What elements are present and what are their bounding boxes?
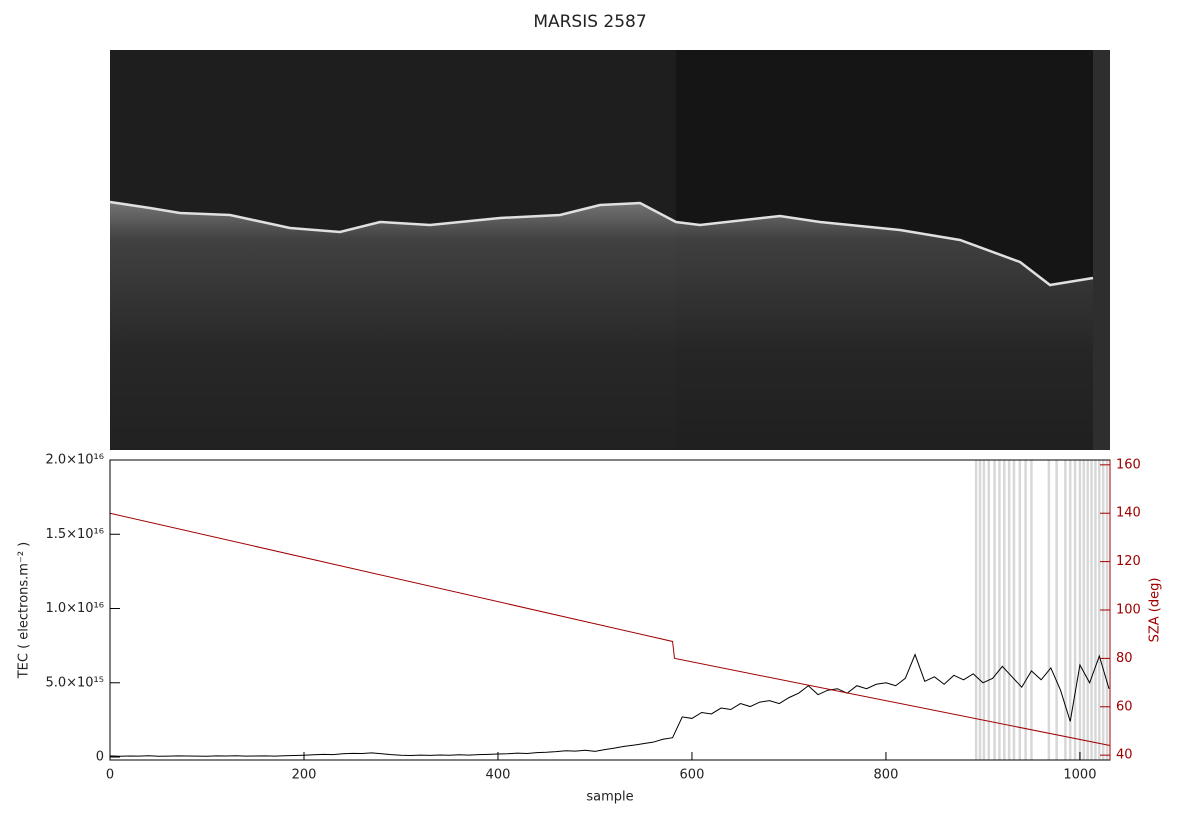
radargram-edge xyxy=(1093,50,1110,450)
radargram xyxy=(109,50,1110,450)
y2-tick-label: 100 xyxy=(1116,603,1141,618)
y2-tick-label: 120 xyxy=(1116,554,1141,569)
y2-axis-label: SZA (deg) xyxy=(1148,578,1163,643)
subsurface xyxy=(110,202,1093,450)
chart-title: MARSIS 2587 xyxy=(533,12,646,32)
y-tick-label: 2.0×10¹⁶ xyxy=(45,453,104,468)
x-tick-label: 200 xyxy=(292,768,317,783)
series-line xyxy=(109,653,1110,757)
x-axis-label: sample xyxy=(586,790,633,805)
x-tick-label: 0 xyxy=(106,768,114,783)
y-tick-label: 0 xyxy=(96,750,104,765)
y-tick-label: 1.0×10¹⁶ xyxy=(45,601,104,616)
series-line xyxy=(109,512,1111,746)
y2-tick-label: 140 xyxy=(1116,506,1141,521)
x-tick-label: 400 xyxy=(486,768,511,783)
y2-tick-label: 80 xyxy=(1116,651,1133,666)
x-tick-label: 800 xyxy=(874,768,899,783)
y2-tick-label: 160 xyxy=(1116,457,1141,472)
surface-echo xyxy=(109,200,1094,287)
x-tick-label: 600 xyxy=(680,768,705,783)
y2-tick-label: 60 xyxy=(1116,699,1133,714)
x-tick-label: 1000 xyxy=(1063,768,1096,783)
y-axis-label: TEC ( electrons.m⁻² ) xyxy=(17,542,32,680)
y-tick-label: 1.5×10¹⁶ xyxy=(45,527,104,542)
y-tick-label: 5.0×10¹⁵ xyxy=(45,675,104,690)
plot-area xyxy=(109,460,1111,760)
y2-tick-label: 40 xyxy=(1116,748,1133,763)
